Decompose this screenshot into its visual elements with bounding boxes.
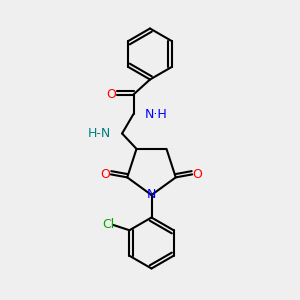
Text: N: N <box>147 188 156 202</box>
Text: O: O <box>100 168 110 181</box>
Text: O: O <box>107 88 116 101</box>
Text: Cl: Cl <box>102 218 115 231</box>
Text: N·H: N·H <box>145 107 168 121</box>
Text: O: O <box>193 168 202 181</box>
Text: H-N: H-N <box>88 127 111 140</box>
